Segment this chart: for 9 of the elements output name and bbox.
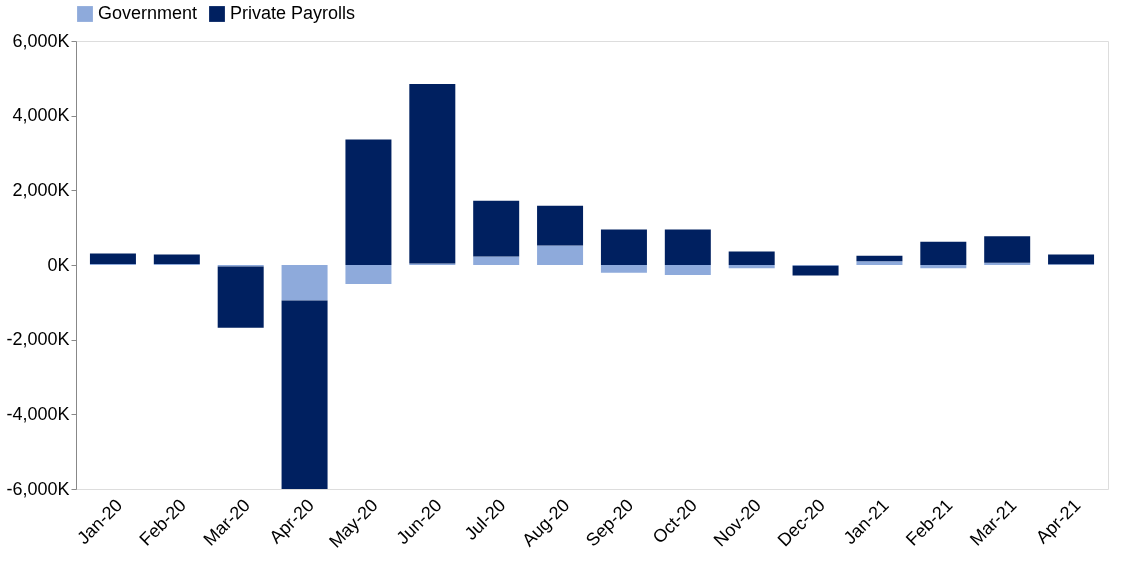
y-tick-label: 2,000K <box>12 179 70 200</box>
y-tick-label: 0K <box>47 254 70 275</box>
legend-label: Private Payrolls <box>230 3 356 23</box>
legend-label: Government <box>98 3 198 23</box>
y-tick-label: 4,000K <box>12 105 70 126</box>
y-tick-label: -2,000K <box>6 329 70 350</box>
y-tick-label: -4,000K <box>6 403 70 424</box>
y-tick-label: 6,000K <box>12 30 70 51</box>
y-tick-label: -6,000K <box>6 478 70 499</box>
